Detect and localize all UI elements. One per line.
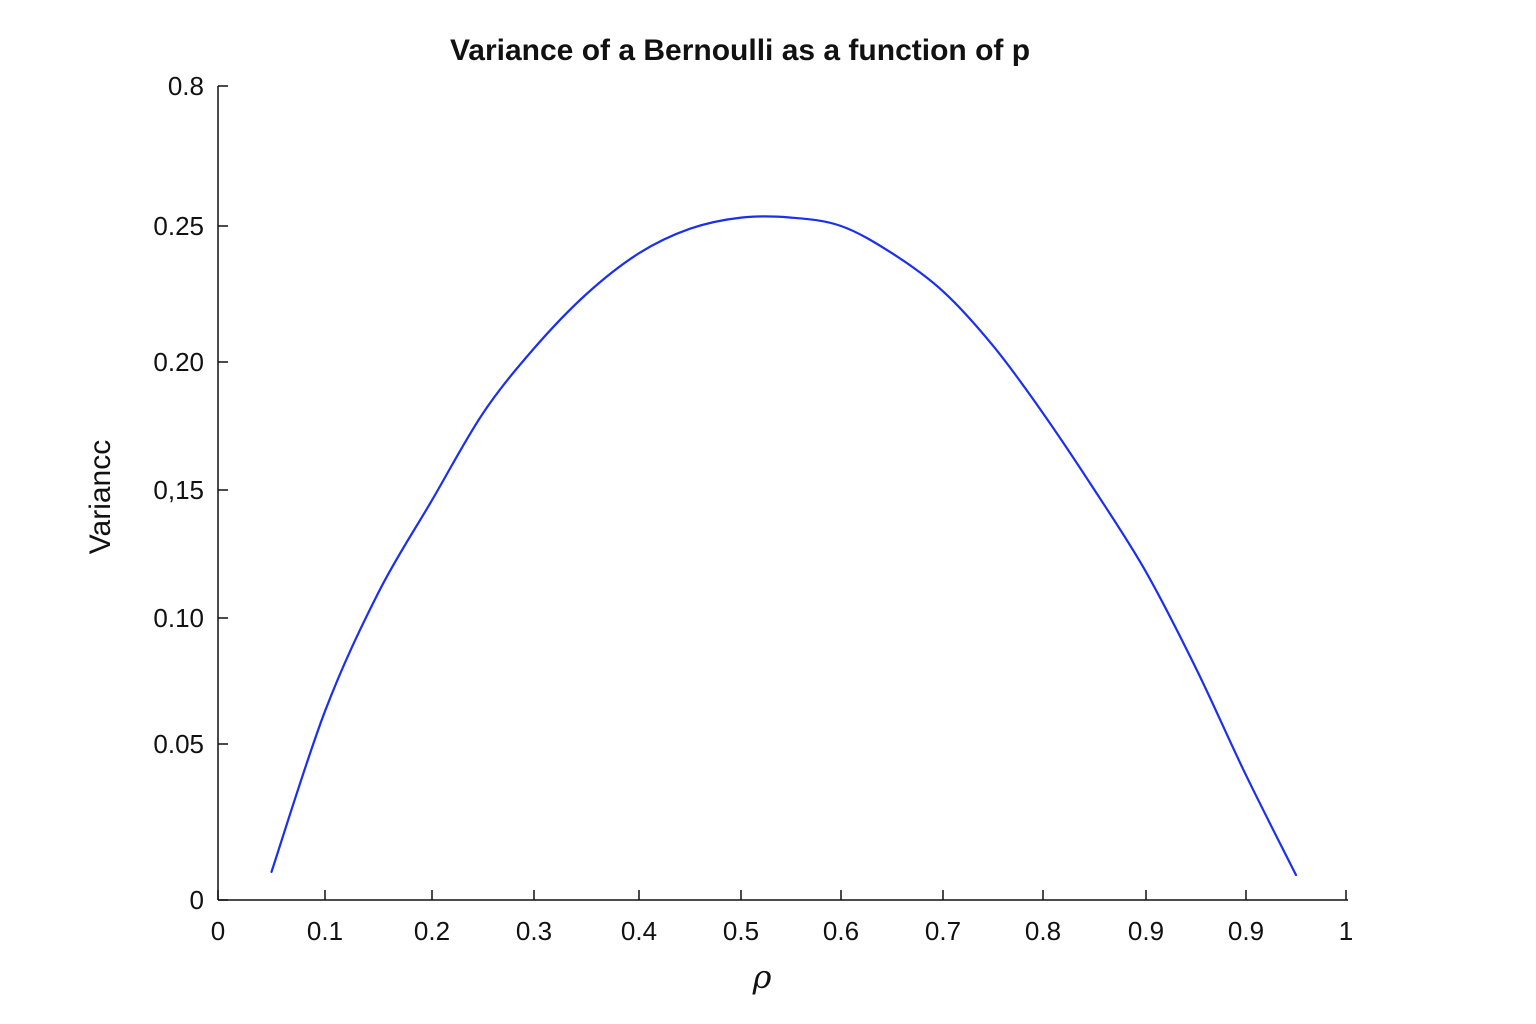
y-tick-label: 0.8 (168, 71, 204, 101)
x-tick-label: 0.6 (823, 916, 859, 946)
x-tick-label: 0.3 (516, 916, 552, 946)
x-tick-label: 0.1 (307, 916, 343, 946)
x-tick-label: 0.9 (1128, 916, 1164, 946)
x-tick-label: 0.4 (621, 916, 657, 946)
x-tick-label: 1 (1339, 916, 1353, 946)
x-tick-label: 0.2 (414, 916, 450, 946)
x-ticks: 0 0.1 0.2 0.3 0.4 0.5 0.6 0.7 0.8 0.9 0.9 1 (211, 890, 1353, 946)
x-tick-label: 0.7 (925, 916, 961, 946)
series-line (270, 215, 1298, 877)
y-tick-label: 0.05 (153, 729, 204, 759)
y-tick-label: 0,15 (153, 475, 204, 505)
y-axis-label: Variancc (84, 440, 117, 555)
x-tick-label: 0.5 (723, 916, 759, 946)
chart-title: Variance of a Bernoulli as a function of… (450, 34, 1030, 67)
x-tick-label: 0 (211, 916, 225, 946)
y-tick-label: 0.10 (153, 603, 204, 633)
y-tick-label: 0 (190, 885, 204, 915)
y-tick-label: 0.25 (153, 211, 204, 241)
x-axis-label: ρ (752, 958, 772, 996)
y-ticks: 0 0.05 0.10 0,15 0.20 0.25 0.8 (153, 71, 228, 915)
x-tick-label: 0.8 (1025, 916, 1061, 946)
x-tick-label: 0.9 (1228, 916, 1264, 946)
y-tick-label: 0.20 (153, 347, 204, 377)
series-layer (270, 215, 1298, 877)
